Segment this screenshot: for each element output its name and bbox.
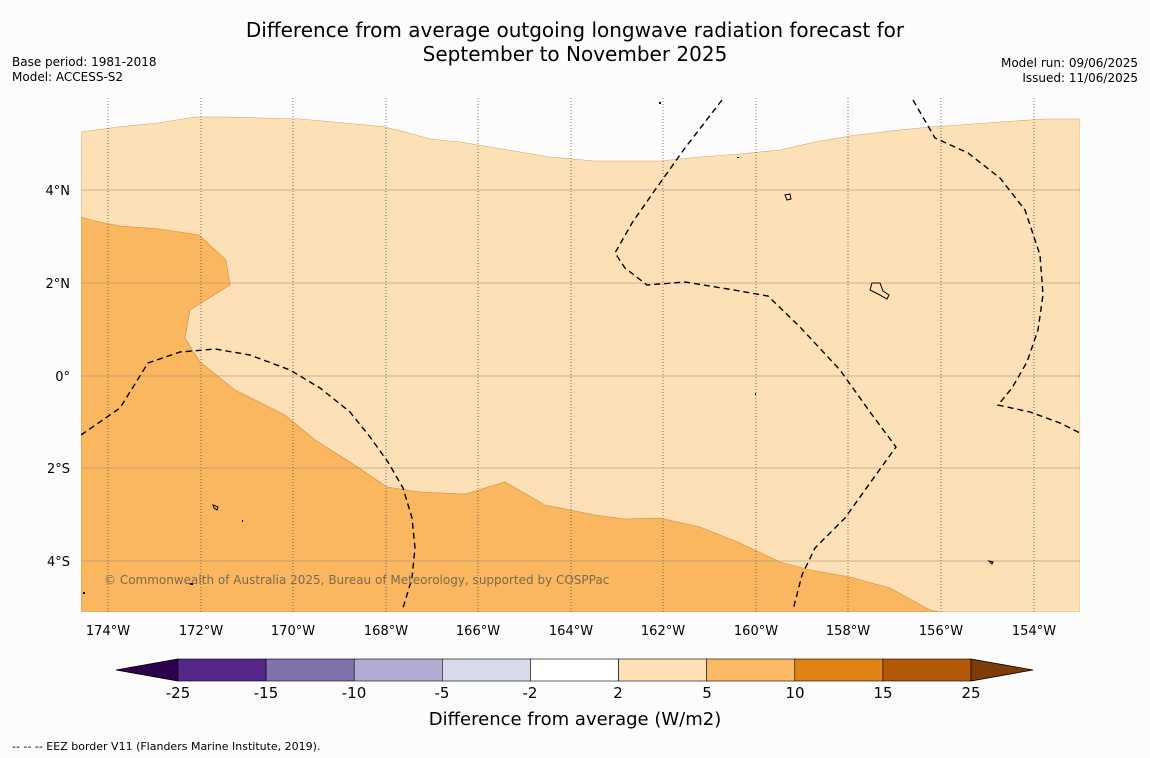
lat-label-4n: 4°N — [46, 184, 71, 199]
cbar-tick-neg15: -15 — [254, 684, 279, 702]
base-period: Base period: 1981-2018 — [12, 55, 157, 69]
map-title: Difference from average outgoing longwav… — [0, 18, 1150, 66]
lat-label-2s: 2°S — [47, 462, 70, 477]
lon-label-174w: 174°W — [86, 624, 130, 639]
anomaly-region-5-to-10 — [81, 216, 941, 612]
lon-label-166w: 166°W — [456, 624, 500, 639]
model-run: Model run: 09/06/2025 — [1000, 56, 1138, 70]
cbar-tick-15: 15 — [873, 684, 892, 702]
cbar-tick-neg25: -25 — [166, 684, 191, 702]
colorbar-segment-2-to-5 — [618, 658, 707, 682]
cbar-tick-neg10: -10 — [342, 684, 367, 702]
lon-label-164w: 164°W — [549, 624, 593, 639]
eez-border-tokelau-samoa — [81, 348, 416, 609]
colorbar-segment--15-to--10 — [265, 658, 355, 682]
cbar-tick-2: 2 — [613, 684, 623, 702]
colorbar-segment-5-to-10 — [706, 658, 796, 682]
cbar-tick-5: 5 — [702, 684, 712, 702]
colorbar-segment--2-to-2 — [530, 658, 619, 682]
lon-label-162w: 162°W — [641, 624, 685, 639]
cbar-tick-10: 10 — [785, 684, 804, 702]
colorbar-segment--10-to--5 — [353, 658, 443, 682]
cbar-tick-neg2: -2 — [523, 684, 538, 702]
colorbar-segment-10-to-15 — [794, 658, 884, 682]
colorbar-segment--25-to--15 — [177, 658, 267, 682]
meta-right: Model run: 09/06/2025 Issued: 11/06/2025 — [1001, 56, 1138, 86]
colorbar-segment-15-to-25 — [882, 658, 972, 682]
parallel-lines — [81, 189, 1080, 562]
meta-left: Base period: 1981-2018 Model: ACCESS-S2 — [12, 55, 157, 85]
lon-label-154w: 154°W — [1012, 624, 1056, 639]
island-kiritimati — [869, 282, 890, 300]
lon-label-160w: 160°W — [734, 624, 778, 639]
map-plot-area — [81, 98, 1080, 612]
title-line-1: Difference from average outgoing longwav… — [245, 18, 905, 42]
colorbar-extend-low — [115, 658, 179, 682]
cbar-tick-25: 25 — [961, 684, 980, 702]
colorbar: -25 -15 -10 -5 -2 2 5 10 15 25 — [115, 658, 1034, 702]
island-dots — [83, 102, 756, 594]
eez-border-kiribati-line — [614, 99, 897, 611]
lon-label-168w: 168°W — [364, 624, 408, 639]
colorbar-segment--5-to--2 — [442, 658, 531, 682]
island-southwest — [212, 504, 219, 511]
lat-label-4s: 4°S — [47, 555, 70, 570]
lat-label-0: 0° — [55, 370, 70, 385]
lon-label-172w: 172°W — [179, 624, 223, 639]
island-jarvis-area — [784, 193, 792, 201]
cbar-tick-neg5: -5 — [435, 684, 450, 702]
copyright-text: © Commonwealth of Australia 2025, Bureau… — [104, 573, 609, 587]
colorbar-extend-high — [970, 658, 1034, 682]
island-southeast — [987, 560, 994, 565]
lon-label-170w: 170°W — [271, 624, 315, 639]
islands — [212, 193, 994, 565]
issued-date: Issued: 11/06/2025 — [1022, 71, 1138, 85]
eez-footnote: -- -- -- EEZ border V11 (Flanders Marine… — [12, 740, 321, 753]
lon-label-158w: 158°W — [826, 624, 870, 639]
lat-label-2n: 2°N — [46, 277, 71, 292]
model-name: Model: ACCESS-S2 — [12, 70, 124, 84]
lon-label-156w: 156°W — [919, 624, 963, 639]
eez-borders — [81, 99, 1080, 611]
title-line-2: September to November 2025 — [422, 42, 728, 66]
colorbar-label: Difference from average (W/m2) — [428, 709, 722, 730]
